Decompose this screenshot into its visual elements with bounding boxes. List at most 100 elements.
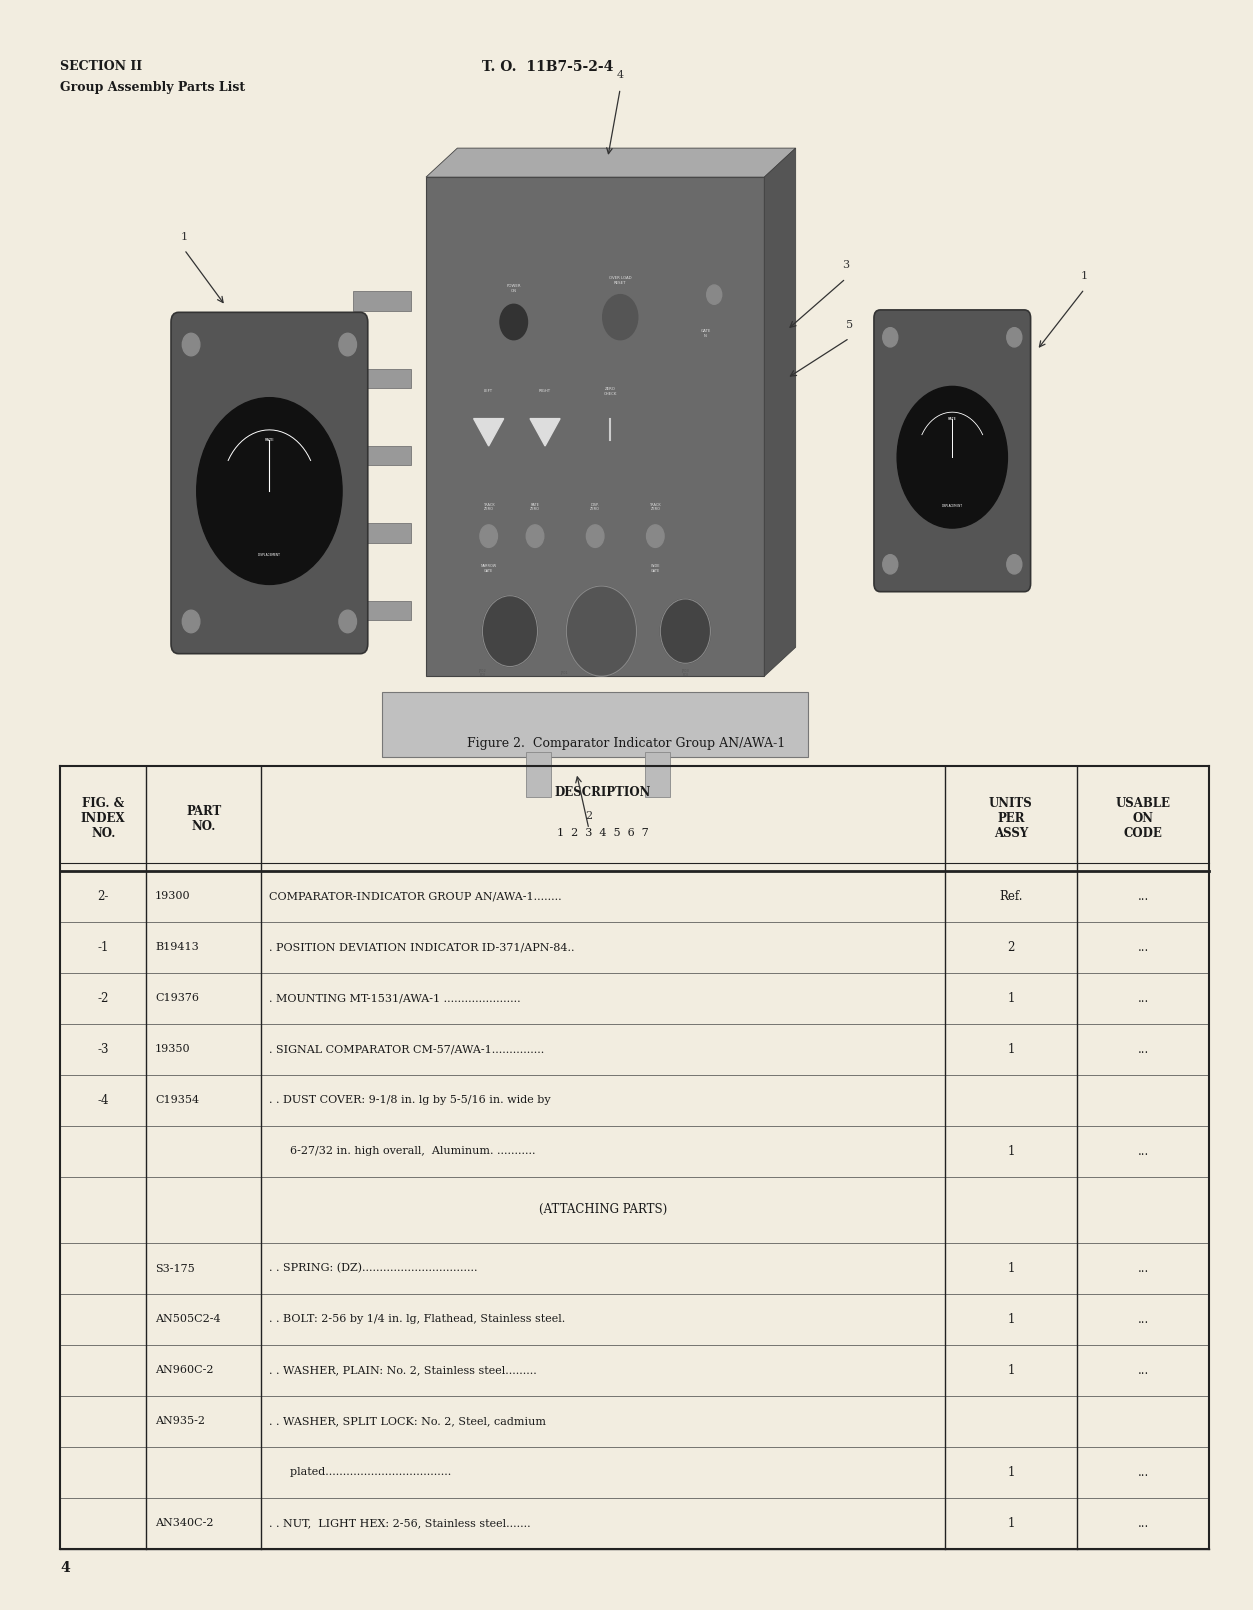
Text: ...: ... <box>1138 940 1149 955</box>
FancyBboxPatch shape <box>426 177 764 676</box>
Text: 4: 4 <box>60 1560 70 1575</box>
Text: RATE
ZERO: RATE ZERO <box>530 502 540 512</box>
Text: 1: 1 <box>1007 1043 1015 1056</box>
Text: . . WASHER, PLAIN: No. 2, Stainless steel.........: . . WASHER, PLAIN: No. 2, Stainless stee… <box>268 1365 536 1375</box>
Text: C19376: C19376 <box>155 993 199 1003</box>
Text: 3: 3 <box>842 261 850 270</box>
Text: 1: 1 <box>180 232 188 241</box>
Text: . . BOLT: 2-56 by 1/4 in. lg, Flathead, Stainless steel.: . . BOLT: 2-56 by 1/4 in. lg, Flathead, … <box>268 1314 565 1325</box>
FancyBboxPatch shape <box>645 752 670 797</box>
Text: 1: 1 <box>1007 1364 1015 1377</box>
FancyBboxPatch shape <box>170 312 368 654</box>
Text: . . NUT,  LIGHT HEX: 2-56, Stainless steel.......: . . NUT, LIGHT HEX: 2-56, Stainless stee… <box>268 1518 530 1528</box>
Text: -4: -4 <box>98 1093 109 1106</box>
Text: AN340C-2: AN340C-2 <box>155 1518 213 1528</box>
Text: 19300: 19300 <box>155 892 190 902</box>
Circle shape <box>586 525 604 547</box>
Text: RIGHT: RIGHT <box>539 390 551 393</box>
Text: J702
PDI: J702 PDI <box>479 668 486 678</box>
Circle shape <box>1007 328 1022 348</box>
Circle shape <box>566 586 637 676</box>
Text: AN935-2: AN935-2 <box>155 1417 205 1426</box>
Circle shape <box>897 386 1007 528</box>
Text: TRACK
ZERO: TRACK ZERO <box>649 502 662 512</box>
Text: LEFT: LEFT <box>484 390 494 393</box>
Text: ...: ... <box>1138 1043 1149 1056</box>
Text: (ATTACHING PARTS): (ATTACHING PARTS) <box>539 1203 667 1217</box>
Text: DISPLACEMENT: DISPLACEMENT <box>942 504 962 507</box>
Text: Group Assembly Parts List: Group Assembly Parts List <box>60 80 246 93</box>
Text: ...: ... <box>1138 1262 1149 1275</box>
Text: AN960C-2: AN960C-2 <box>155 1365 213 1375</box>
Text: 1: 1 <box>1007 1145 1015 1158</box>
Text: C19354: C19354 <box>155 1095 199 1106</box>
Text: . . SPRING: (DZ).................................: . . SPRING: (DZ)........................… <box>268 1264 477 1274</box>
Text: AN505C2-4: AN505C2-4 <box>155 1314 221 1325</box>
Text: ...: ... <box>1138 890 1149 903</box>
Text: DESCRIPTION: DESCRIPTION <box>555 786 652 799</box>
Text: 6-27/32 in. high overall,  Aluminum. ...........: 6-27/32 in. high overall, Aluminum. ....… <box>268 1146 535 1156</box>
Circle shape <box>500 304 528 340</box>
Text: UNITS
PER
ASSY: UNITS PER ASSY <box>989 797 1032 840</box>
Text: J703
PDI: J703 PDI <box>682 668 689 678</box>
Text: 2: 2 <box>585 811 593 821</box>
Polygon shape <box>353 446 411 465</box>
Polygon shape <box>764 148 796 676</box>
FancyBboxPatch shape <box>526 752 551 797</box>
Circle shape <box>603 295 638 340</box>
Text: ...: ... <box>1138 1314 1149 1327</box>
Circle shape <box>480 525 497 547</box>
Circle shape <box>660 599 710 663</box>
Polygon shape <box>474 419 504 446</box>
Text: RATE: RATE <box>947 417 957 420</box>
FancyBboxPatch shape <box>875 309 1030 592</box>
Text: 2: 2 <box>1007 940 1015 955</box>
Circle shape <box>197 398 342 584</box>
Text: 1  2  3  4  5  6  7: 1 2 3 4 5 6 7 <box>558 828 649 837</box>
Polygon shape <box>353 291 411 311</box>
Text: T. O.  11B7-5-2-4: T. O. 11B7-5-2-4 <box>482 60 614 74</box>
Text: 1: 1 <box>1007 992 1015 1005</box>
Text: COMPARATOR-INDICATOR GROUP AN/AWA-1........: COMPARATOR-INDICATOR GROUP AN/AWA-1.....… <box>268 892 561 902</box>
Text: 1: 1 <box>1007 1465 1015 1480</box>
Text: -2: -2 <box>98 992 109 1005</box>
Text: -3: -3 <box>98 1043 109 1056</box>
Text: 1: 1 <box>1081 270 1088 280</box>
Circle shape <box>482 596 538 667</box>
Text: PART
NO.: PART NO. <box>187 805 222 832</box>
Text: ZERO
CHECK: ZERO CHECK <box>604 386 616 396</box>
Circle shape <box>338 333 357 356</box>
Text: DISP.
ZERO: DISP. ZERO <box>590 502 600 512</box>
Text: GATE
N: GATE N <box>700 328 710 338</box>
FancyBboxPatch shape <box>382 692 808 757</box>
Text: -1: -1 <box>98 940 109 955</box>
Text: DISPLACEMENT: DISPLACEMENT <box>258 554 281 557</box>
Text: SECTION II: SECTION II <box>60 60 143 72</box>
Circle shape <box>183 333 200 356</box>
Text: Ref.: Ref. <box>999 890 1022 903</box>
Circle shape <box>526 525 544 547</box>
Text: . SIGNAL COMPARATOR CM-57/AWA-1...............: . SIGNAL COMPARATOR CM-57/AWA-1.........… <box>268 1045 544 1055</box>
Circle shape <box>338 610 357 633</box>
Text: 19350: 19350 <box>155 1045 190 1055</box>
Text: . . WASHER, SPLIT LOCK: No. 2, Steel, cadmium: . . WASHER, SPLIT LOCK: No. 2, Steel, ca… <box>268 1417 546 1426</box>
Circle shape <box>883 328 898 348</box>
Text: POWER
ON: POWER ON <box>506 285 521 293</box>
Circle shape <box>707 285 722 304</box>
Polygon shape <box>530 419 560 446</box>
Polygon shape <box>353 601 411 620</box>
Text: 5: 5 <box>846 320 853 330</box>
Text: J701: J701 <box>560 671 568 675</box>
Text: . POSITION DEVIATION INDICATOR ID-371/APN-84..: . POSITION DEVIATION INDICATOR ID-371/AP… <box>268 942 574 953</box>
Text: ...: ... <box>1138 992 1149 1005</box>
Polygon shape <box>353 369 411 388</box>
Text: FIG. &
INDEX
NO.: FIG. & INDEX NO. <box>81 797 125 840</box>
Text: 1: 1 <box>1007 1517 1015 1530</box>
Text: plated....................................: plated..................................… <box>268 1467 451 1478</box>
Text: . MOUNTING MT-1531/AWA-1 ......................: . MOUNTING MT-1531/AWA-1 ...............… <box>268 993 520 1003</box>
Text: ...: ... <box>1138 1364 1149 1377</box>
Text: USABLE
ON
CODE: USABLE ON CODE <box>1115 797 1170 840</box>
Text: 4: 4 <box>616 71 624 80</box>
Polygon shape <box>353 523 411 543</box>
Polygon shape <box>426 148 796 177</box>
